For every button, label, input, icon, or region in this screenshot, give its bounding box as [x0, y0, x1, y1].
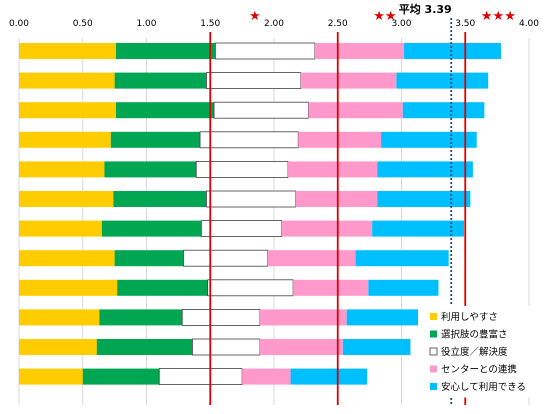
x-tick-label: 3.00	[391, 19, 411, 29]
bar-segment	[115, 102, 215, 119]
bar-segment	[242, 368, 291, 385]
bar-segment	[308, 102, 403, 119]
bar-segment	[19, 131, 111, 148]
legend-label: 選択肢の豊富さ	[441, 329, 508, 341]
bar-segment	[314, 43, 405, 59]
bar-segment	[377, 191, 471, 207]
bar-segment	[19, 161, 105, 178]
legend-swatch	[430, 330, 437, 338]
x-tick-label: 0.00	[9, 19, 29, 29]
x-tick-label: 2.50	[328, 19, 348, 29]
bar-segment	[19, 191, 114, 207]
bar-segment	[104, 161, 197, 178]
bar-segment	[19, 368, 83, 385]
bar-segment	[199, 131, 299, 149]
bar-segment	[19, 309, 100, 326]
bar-segment	[381, 131, 477, 148]
bar-segment	[113, 191, 207, 207]
x-tick-label: 2.00	[264, 19, 284, 29]
bar-segment	[200, 220, 283, 238]
legend-label: 利用しやすさ	[441, 311, 498, 323]
x-tick-label: 1.50	[200, 19, 220, 29]
bar-segment	[191, 338, 261, 356]
bar-segment	[206, 72, 302, 89]
bar-segment	[82, 368, 160, 385]
reference-lines-layer: ★ ★★ ★★★平均 3.39	[209, 2, 516, 405]
bar-segment	[115, 43, 216, 59]
bar-segment	[213, 101, 309, 119]
bar-segment	[206, 190, 297, 208]
bar-segment	[396, 72, 489, 89]
bar-segment	[295, 191, 378, 207]
bar-segment	[214, 42, 316, 60]
bar-segment	[372, 220, 464, 237]
x-tick-label: 0.50	[73, 19, 93, 29]
bar-segment	[19, 102, 116, 119]
bar-segment	[377, 161, 473, 178]
legend-swatch	[430, 383, 437, 390]
star-label: ★	[249, 9, 261, 24]
legend-swatch	[429, 347, 438, 356]
average-label: 平均 3.39	[399, 2, 452, 16]
bars-layer	[19, 42, 501, 386]
bar-segment	[259, 309, 347, 326]
bar-segment	[19, 250, 115, 267]
bar-segment	[288, 161, 378, 178]
bar-segment	[267, 250, 356, 267]
bar-segment	[19, 72, 115, 89]
bar-segment	[342, 339, 411, 355]
bar-segment	[158, 368, 243, 386]
bar-segment	[207, 279, 294, 297]
bar-segment	[346, 309, 419, 326]
legend-label: センターとの連携	[441, 364, 517, 376]
bar-segment	[259, 339, 343, 355]
legend-swatch	[430, 365, 437, 373]
legend-label: 役立度／解決度	[441, 346, 508, 358]
bar-segment	[183, 249, 269, 267]
x-tick-label: 1.00	[136, 19, 156, 29]
bar-segment	[404, 43, 501, 59]
bar-segment	[114, 72, 207, 89]
bar-segment	[298, 131, 382, 148]
bar-segment	[101, 220, 202, 237]
bar-segment	[290, 368, 368, 385]
bar-segment	[19, 220, 102, 237]
x-tick-label: 4.00	[519, 19, 539, 29]
bar-segment	[181, 308, 261, 326]
bar-segment	[96, 339, 193, 355]
bar-segment	[402, 102, 485, 119]
bar-segment	[117, 279, 208, 296]
bar-segment	[19, 279, 118, 296]
bar-segment	[99, 309, 183, 326]
legend-swatch	[430, 313, 437, 320]
legend-background	[426, 306, 542, 398]
bar-segment	[19, 43, 116, 59]
bar-segment	[368, 279, 439, 296]
star-label: ★★	[373, 9, 396, 24]
x-tick-label: 3.50	[455, 19, 475, 29]
star-label: ★★★	[481, 9, 516, 24]
bar-segment	[300, 72, 397, 89]
bar-segment	[355, 250, 449, 267]
x-axis: 0.00 0.50 1.00 1.50 2.00 2.50 3.00 3.50 4.00	[9, 19, 539, 29]
bar-segment	[281, 220, 373, 237]
bar-segment	[293, 279, 369, 296]
bar-segment	[110, 131, 201, 148]
legend-label: 安心して利用できる	[441, 381, 526, 393]
bar-segment	[19, 339, 97, 355]
bar-segment	[114, 250, 184, 267]
